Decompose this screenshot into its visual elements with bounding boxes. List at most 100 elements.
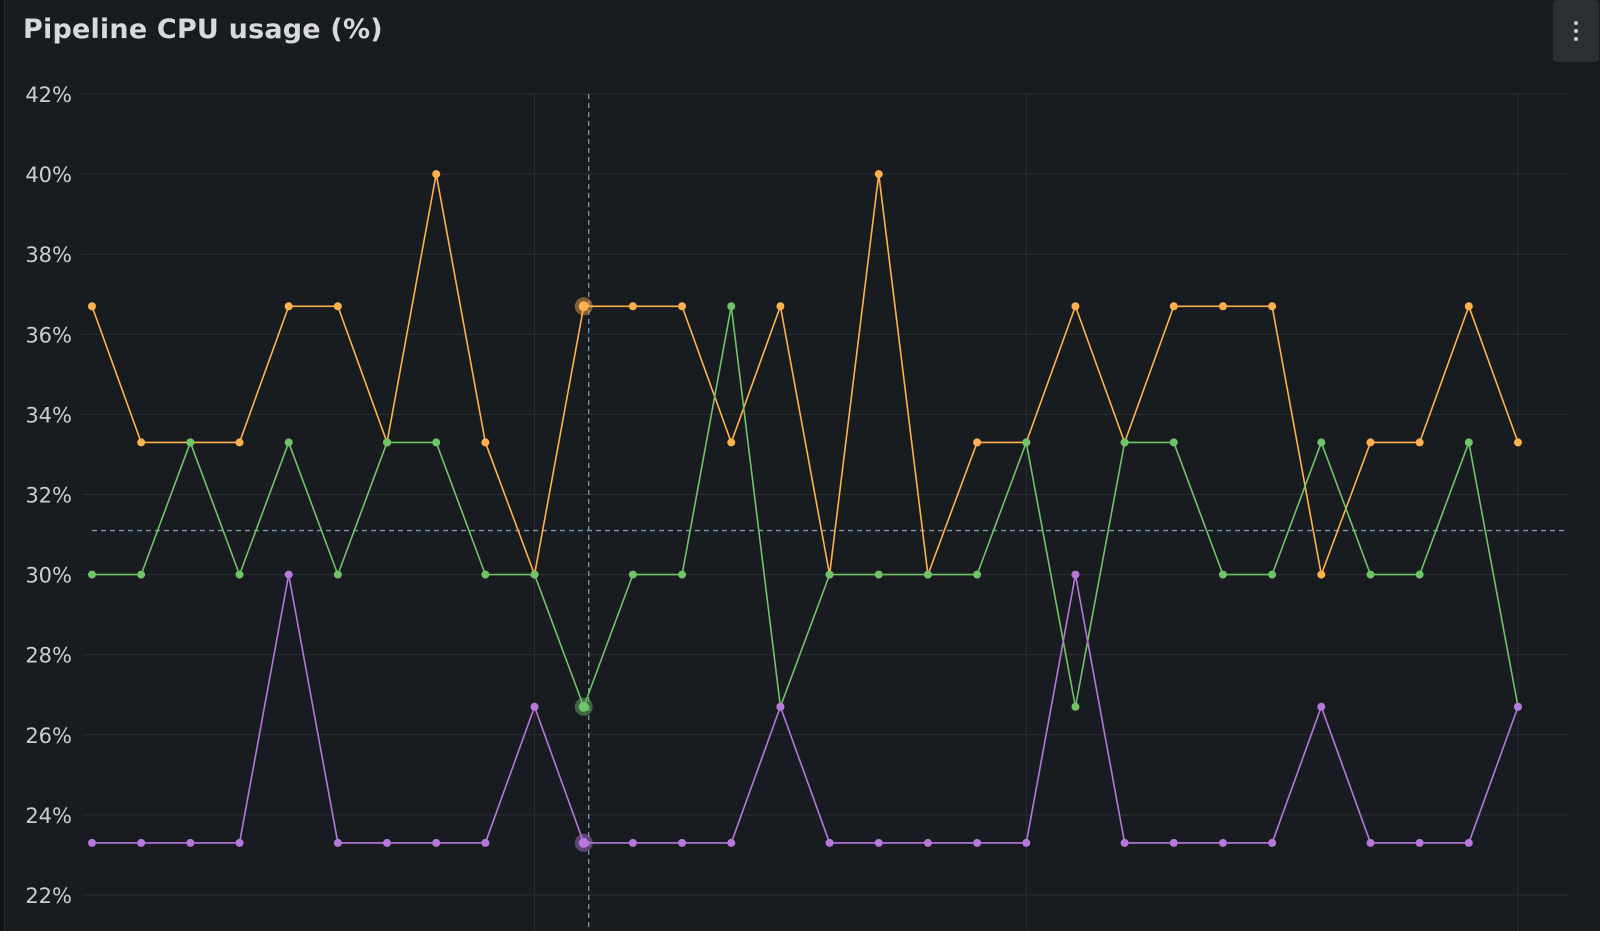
data-point: [137, 438, 146, 447]
data-point: [1120, 838, 1129, 847]
data-point: [383, 438, 392, 447]
data-point: [235, 570, 244, 579]
data-point: [137, 838, 146, 847]
hover-crosshair: [92, 94, 1568, 931]
data-point: [628, 570, 637, 579]
data-point: [88, 838, 96, 847]
data-point: [1415, 570, 1424, 579]
data-point: [432, 838, 441, 847]
data-point: [678, 838, 687, 847]
chart-panel: Pipeline CPU usage (%): [4, 0, 1600, 931]
data-point: [1022, 838, 1031, 847]
data-point: [923, 838, 932, 847]
series-line: [91, 173, 1519, 576]
series-2: [88, 570, 1522, 847]
data-point: [1317, 702, 1326, 711]
data-point: [1218, 838, 1227, 847]
kebab-menu-icon[interactable]: [1553, 0, 1599, 62]
data-point: [432, 170, 441, 179]
data-point: [1514, 438, 1522, 447]
hover-point: [578, 837, 589, 848]
data-point: [88, 570, 96, 579]
y-tick-label: 26%: [25, 724, 72, 748]
data-point: [235, 838, 244, 847]
data-point: [235, 438, 244, 447]
data-point: [1218, 302, 1227, 311]
data-point: [727, 438, 736, 447]
data-point: [1514, 702, 1522, 711]
data-point: [1071, 702, 1080, 711]
data-point: [776, 302, 785, 311]
data-point: [1169, 302, 1178, 311]
y-tick-label: 22%: [25, 884, 72, 908]
data-point: [530, 702, 539, 711]
data-point: [481, 570, 490, 579]
data-point: [1317, 438, 1326, 447]
data-point: [284, 438, 293, 447]
data-point: [186, 438, 195, 447]
y-tick-label: 36%: [25, 323, 72, 347]
data-point: [923, 570, 932, 579]
panel-title: Pipeline CPU usage (%): [23, 14, 383, 45]
data-point: [874, 170, 883, 179]
y-axis-ticks: 22% 24% 26% 28% 30% 32% 34% 36% 38% 40% 42%: [25, 83, 72, 908]
series-1: [88, 302, 1522, 711]
data-point: [530, 570, 539, 579]
grid: [82, 93, 1568, 931]
data-point: [1022, 438, 1031, 447]
data-point: [727, 838, 736, 847]
series-line: [92, 305, 1519, 708]
data-point: [1218, 570, 1227, 579]
series-lines: [88, 170, 1522, 847]
data-point: [383, 838, 392, 847]
data-point: [333, 570, 342, 579]
y-tick-label: 38%: [25, 243, 72, 267]
y-tick-label: 34%: [25, 403, 72, 427]
data-point: [333, 302, 342, 311]
data-point: [776, 702, 785, 711]
data-point: [1120, 438, 1129, 447]
data-point: [1464, 838, 1473, 847]
data-point: [432, 438, 441, 447]
y-tick-label: 42%: [25, 83, 72, 107]
data-point: [973, 838, 982, 847]
data-point: [1169, 438, 1178, 447]
data-point: [1366, 438, 1375, 447]
y-tick-label: 32%: [25, 484, 72, 508]
hover-markers: [574, 297, 593, 852]
data-point: [1268, 302, 1277, 311]
data-point: [628, 838, 637, 847]
data-point: [284, 302, 293, 311]
series-line: [92, 573, 1519, 844]
data-point: [1268, 570, 1277, 579]
data-point: [481, 838, 490, 847]
data-point: [628, 302, 637, 311]
data-point: [874, 838, 883, 847]
data-point: [678, 302, 687, 311]
y-tick-label: 28%: [25, 644, 72, 668]
data-point: [1071, 570, 1080, 579]
hover-point: [578, 301, 589, 312]
data-point: [1464, 302, 1473, 311]
series-0: [88, 170, 1522, 579]
data-point: [186, 838, 195, 847]
data-point: [973, 570, 982, 579]
data-point: [825, 838, 834, 847]
data-point: [678, 570, 687, 579]
data-point: [1071, 302, 1080, 311]
data-point: [825, 570, 834, 579]
data-point: [1317, 570, 1326, 579]
data-point: [973, 438, 982, 447]
data-point: [88, 302, 96, 311]
data-point: [333, 838, 342, 847]
data-point: [1268, 838, 1277, 847]
data-point: [1169, 838, 1178, 847]
data-point: [481, 438, 490, 447]
hover-point: [578, 701, 589, 712]
y-tick-label: 24%: [25, 804, 72, 828]
data-point: [137, 570, 146, 579]
data-point: [874, 570, 883, 579]
data-point: [284, 570, 293, 579]
data-point: [1366, 838, 1375, 847]
